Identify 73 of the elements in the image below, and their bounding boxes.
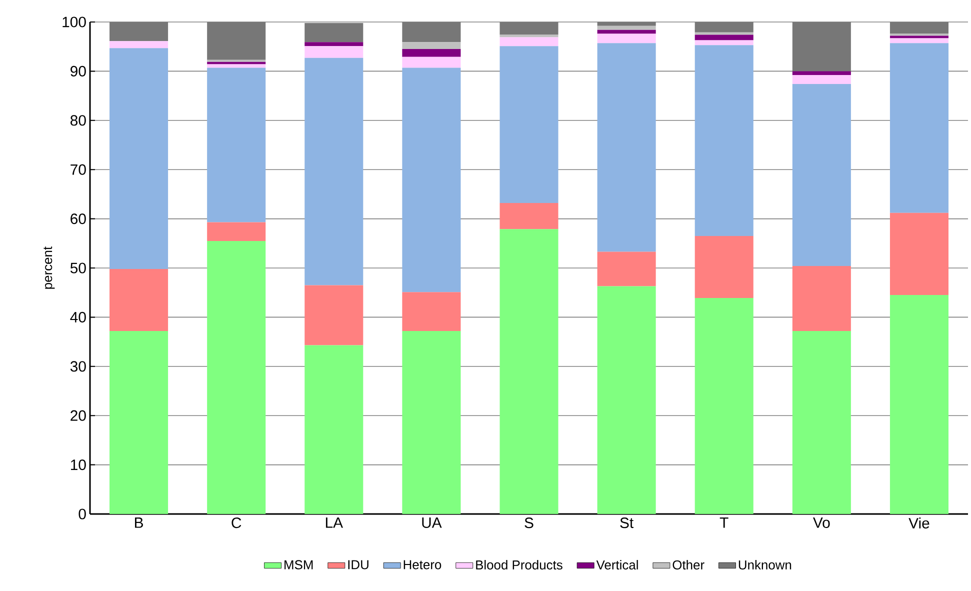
bar	[597, 34, 656, 44]
y-tick-label: 90	[70, 66, 86, 76]
bar	[694, 298, 754, 514]
bar	[694, 34, 754, 40]
bar	[110, 48, 168, 269]
legend-label: MSM	[284, 560, 313, 570]
bar	[207, 62, 266, 64]
y-tick-label: 60	[70, 214, 86, 224]
y-tick-label: 0	[78, 508, 86, 520]
bar	[597, 30, 656, 34]
legend-label: Vertical	[596, 560, 638, 570]
bar	[694, 40, 754, 46]
x-tick-label: B	[135, 518, 143, 528]
bar	[207, 64, 266, 68]
bar	[207, 68, 266, 222]
bar	[207, 240, 266, 514]
bar	[500, 37, 558, 46]
x-tick-label: St	[620, 518, 634, 528]
bar	[597, 43, 656, 252]
bar	[110, 330, 168, 514]
bar	[402, 49, 461, 57]
legend-label: Unknown	[738, 560, 792, 570]
bar	[597, 286, 656, 514]
bar	[792, 266, 851, 331]
y-tick-label: 10	[71, 460, 86, 470]
bar	[402, 330, 461, 514]
bar	[304, 42, 364, 46]
bar	[890, 212, 948, 296]
y-tick-label: 100	[62, 16, 86, 28]
x-tick-label: S	[524, 518, 534, 528]
y-tick-label: 70	[70, 164, 86, 175]
bar	[597, 26, 656, 30]
bar	[792, 71, 851, 76]
legend-label: IDU	[348, 560, 368, 570]
bar	[110, 268, 168, 331]
y-tick-label: 40	[70, 312, 86, 322]
bar	[792, 75, 851, 84]
bar	[304, 285, 364, 346]
x-tick-label: Vie	[908, 518, 930, 528]
x-tick-label: T	[720, 518, 728, 528]
bar	[304, 46, 364, 58]
bar	[694, 45, 754, 236]
x-tick-label: UA	[422, 518, 442, 528]
bar	[890, 38, 948, 44]
legend-label: Other	[672, 560, 704, 570]
bar	[694, 236, 754, 298]
bar	[207, 222, 266, 241]
bar	[110, 41, 168, 48]
bar	[694, 32, 754, 35]
legend-label: Blood Products	[476, 560, 562, 570]
y-tick-label: 50	[70, 262, 86, 274]
y-tick-label: 80	[70, 115, 86, 126]
bar	[500, 203, 558, 230]
bar	[500, 46, 558, 204]
x-tick-label: LA	[326, 518, 343, 528]
y-axis-title: percent	[44, 246, 55, 289]
y-tick-label: 20	[70, 410, 86, 421]
bar	[792, 84, 851, 266]
bar	[792, 330, 851, 514]
bar	[402, 42, 461, 50]
bar	[402, 56, 461, 68]
y-tick-label: 30	[70, 361, 86, 372]
bar	[402, 68, 461, 292]
bar	[304, 58, 364, 286]
x-tick-label: C	[232, 518, 242, 528]
x-tick-label: Vo	[813, 518, 830, 528]
bar	[890, 295, 948, 514]
bar	[402, 292, 461, 331]
bar	[597, 252, 656, 286]
bar	[500, 229, 558, 514]
legend-label: Hetero	[404, 560, 442, 570]
bar	[890, 43, 948, 213]
bar	[304, 345, 364, 514]
